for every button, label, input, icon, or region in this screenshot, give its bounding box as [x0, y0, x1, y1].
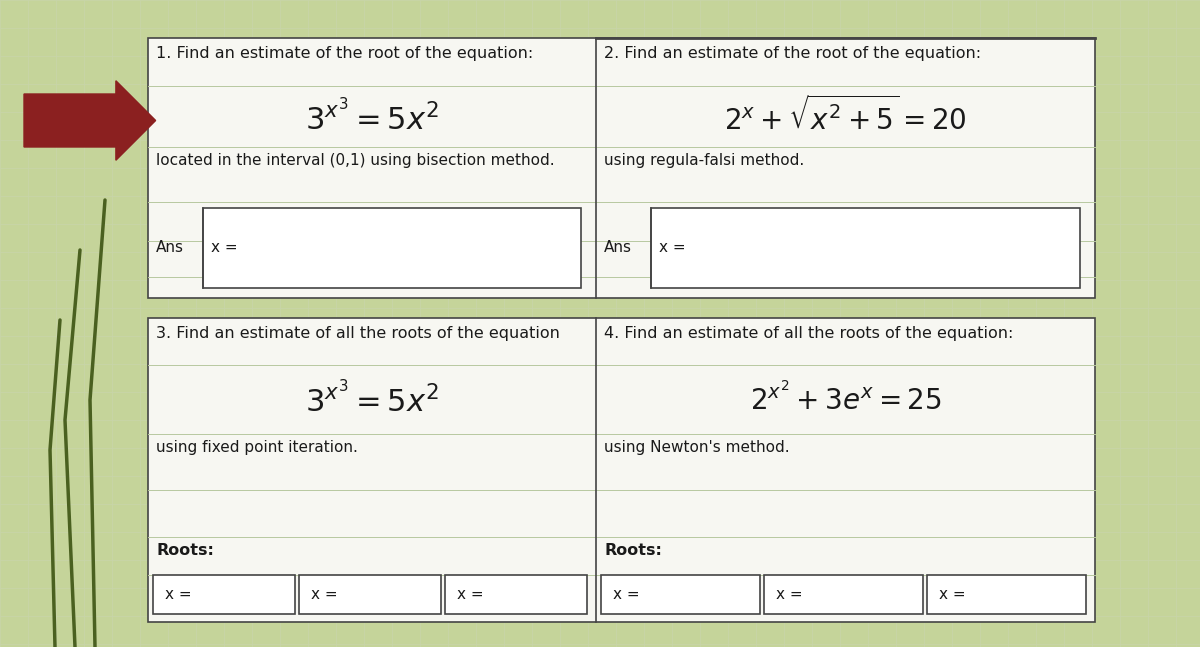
Text: 2. Find an estimate of the root of the equation:: 2. Find an estimate of the root of the e… — [604, 46, 982, 61]
Text: x =: x = — [457, 587, 484, 602]
Text: $2^x +\sqrt{x^2+5}=20$: $2^x +\sqrt{x^2+5}=20$ — [725, 97, 967, 137]
Text: x =: x = — [613, 587, 640, 602]
Bar — [203, 208, 581, 288]
Text: $3^{x^3} = 5x^2$: $3^{x^3} = 5x^2$ — [305, 98, 439, 135]
Text: $3^{x^3} = 5x^2$: $3^{x^3} = 5x^2$ — [305, 380, 439, 418]
Bar — [928, 575, 1086, 614]
Text: 4. Find an estimate of all the roots of the equation:: 4. Find an estimate of all the roots of … — [604, 326, 1013, 341]
Text: x =: x = — [211, 241, 238, 256]
Text: $2^{x^2} + 3e^x = 25$: $2^{x^2} + 3e^x = 25$ — [750, 382, 941, 416]
Text: using fixed point iteration.: using fixed point iteration. — [156, 439, 358, 455]
Bar — [154, 575, 295, 614]
Text: 1. Find an estimate of the root of the equation:: 1. Find an estimate of the root of the e… — [156, 46, 533, 61]
Text: Ans: Ans — [604, 241, 632, 256]
Text: located in the interval (0,1) using bisection method.: located in the interval (0,1) using bise… — [156, 153, 554, 168]
Text: x =: x = — [940, 587, 966, 602]
Bar — [299, 575, 442, 614]
Text: x =: x = — [659, 241, 685, 256]
Bar — [650, 208, 1080, 288]
Text: using regula-falsi method.: using regula-falsi method. — [604, 153, 804, 168]
Text: x =: x = — [166, 587, 192, 602]
Text: x =: x = — [776, 587, 803, 602]
Text: Ans: Ans — [156, 241, 184, 256]
Text: using Newton's method.: using Newton's method. — [604, 439, 790, 455]
Text: x =: x = — [311, 587, 337, 602]
Bar — [764, 575, 923, 614]
FancyBboxPatch shape — [24, 81, 156, 160]
Bar — [601, 575, 760, 614]
Text: Roots:: Roots: — [604, 543, 662, 558]
Bar — [445, 575, 587, 614]
Bar — [148, 318, 1096, 622]
Text: 3. Find an estimate of all the roots of the equation: 3. Find an estimate of all the roots of … — [156, 326, 560, 341]
Bar — [148, 38, 1096, 298]
Text: Roots:: Roots: — [156, 543, 214, 558]
